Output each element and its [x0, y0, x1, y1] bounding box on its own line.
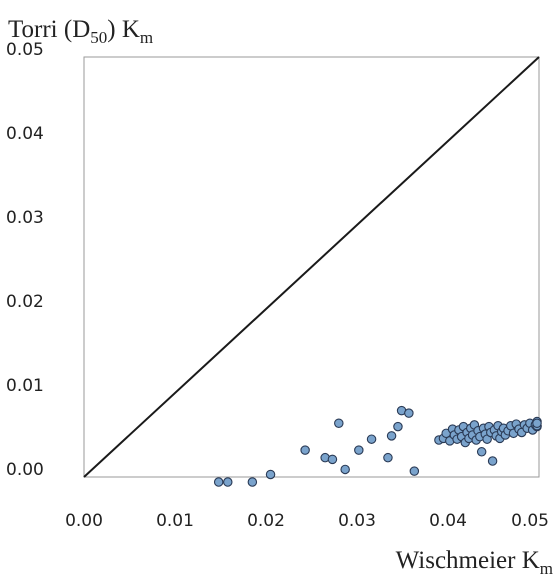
x-tick-label: 0.05 [511, 511, 549, 531]
x-tick-label: 0.02 [247, 511, 285, 531]
data-point [404, 408, 414, 418]
x-tick-label: 0.03 [338, 511, 376, 531]
data-point [265, 469, 276, 480]
data-point [247, 477, 258, 487]
x-tick-label: 0.00 [65, 511, 103, 531]
data-point [354, 445, 364, 455]
y-tick-label: 0.00 [6, 460, 44, 480]
data-point [476, 447, 487, 457]
data-point [487, 456, 498, 466]
one-to-one-line [83, 56, 540, 478]
y-axis-title: Torri (D50) Km [8, 16, 153, 47]
y-tick-label: 0.02 [6, 292, 44, 312]
x-tick-label: 0.04 [429, 511, 467, 531]
x-axis-ticks: 0.00 0.01 0.02 0.03 0.04 0.05 [65, 511, 549, 531]
data-point [386, 431, 397, 441]
plot-frame [83, 56, 540, 478]
y-tick-label: 0.04 [6, 124, 44, 144]
data-point [300, 445, 310, 455]
y-tick-label: 0.05 [6, 40, 44, 60]
data-point [334, 418, 344, 428]
y-axis-ticks: 0.00 0.01 0.02 0.03 0.04 0.05 [6, 40, 44, 480]
data-points [213, 405, 542, 487]
x-tick-label: 0.01 [156, 511, 194, 531]
data-point [393, 421, 403, 432]
x-axis-title: Wischmeier Km [396, 547, 553, 578]
data-point [223, 477, 233, 487]
data-point [213, 477, 224, 487]
y-tick-label: 0.03 [6, 208, 44, 228]
data-point [327, 454, 338, 465]
data-point [409, 466, 420, 476]
data-point [532, 418, 542, 428]
data-point [366, 434, 377, 444]
data-point [383, 452, 393, 463]
y-tick-label: 0.01 [6, 376, 44, 396]
data-point [340, 464, 350, 475]
